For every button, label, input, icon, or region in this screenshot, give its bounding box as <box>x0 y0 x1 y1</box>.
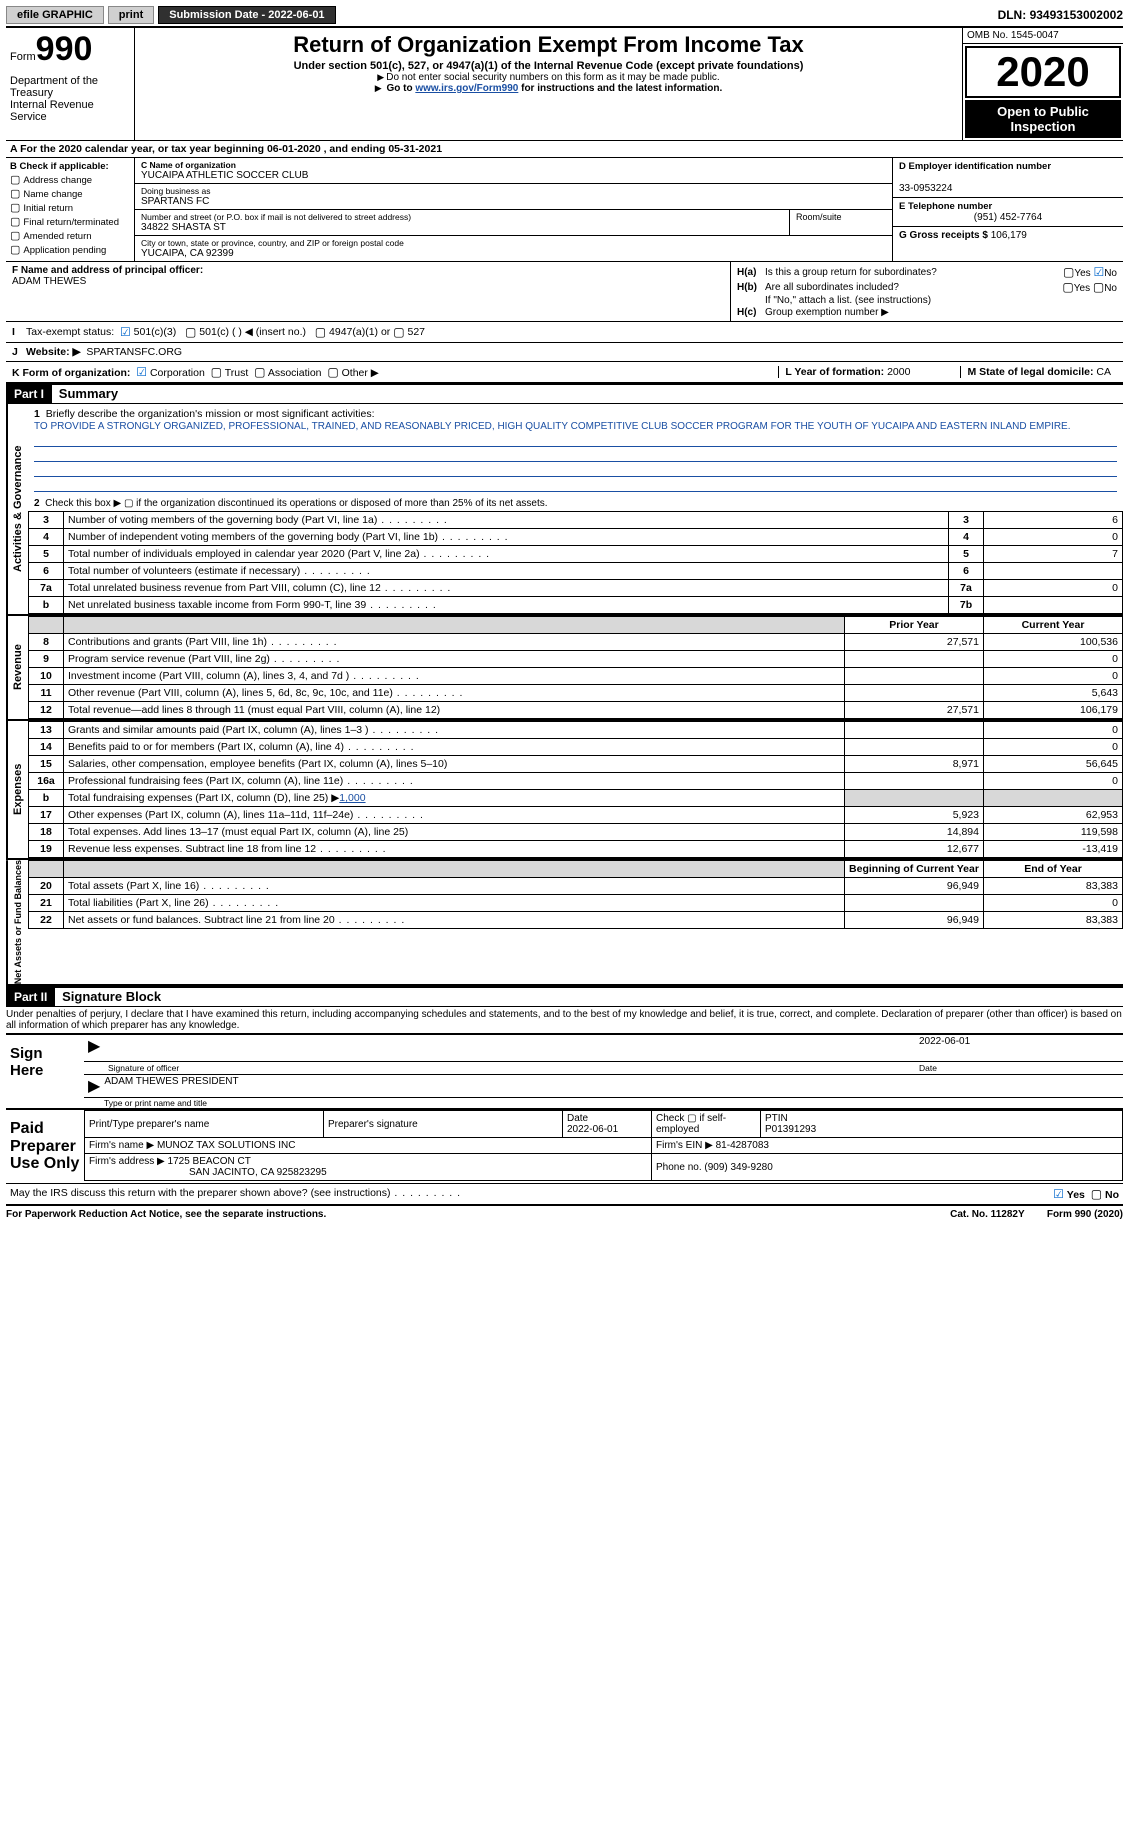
footer: For Paperwork Reduction Act Notice, see … <box>6 1206 1123 1220</box>
header-title: Return of Organization Exempt From Incom… <box>135 28 962 140</box>
tax-year: 2020 <box>965 46 1121 98</box>
fundraising-link[interactable]: 1,000 <box>339 792 365 804</box>
chk-4947[interactable] <box>315 325 326 339</box>
mission-text: TO PROVIDE A STRONGLY ORGANIZED, PROFESS… <box>34 421 1071 432</box>
col-c: C Name of organization YUCAIPA ATHLETIC … <box>135 158 892 261</box>
row-j: J Website: ▶ SPARTANSFC.ORG <box>6 343 1123 362</box>
section-governance: Activities & Governance 1 Briefly descri… <box>6 404 1123 616</box>
chk-assoc[interactable] <box>254 367 265 379</box>
section-revenue: Revenue Prior YearCurrent Year 8Contribu… <box>6 616 1123 721</box>
firm-name: MUNOZ TAX SOLUTIONS INC <box>157 1140 296 1151</box>
sign-here-block: Sign Here 2022-06-01 Signature of office… <box>6 1033 1123 1108</box>
declaration: Under penalties of perjury, I declare th… <box>6 1007 1123 1033</box>
chk-final[interactable]: Final return/terminated <box>10 215 130 228</box>
row-klm: K Form of organization: Corporation Trus… <box>6 362 1123 383</box>
gross-receipts: 106,179 <box>991 230 1027 241</box>
preparer-table: Print/Type preparer's name Preparer's si… <box>84 1110 1123 1181</box>
label-expenses: Expenses <box>6 721 28 858</box>
part2-header: Part II Signature Block <box>6 986 1123 1007</box>
block-bcd: B Check if applicable: Address change Na… <box>6 158 1123 262</box>
efile-badge: efile GRAPHIC <box>6 6 104 24</box>
section-netassets: Net Assets or Fund Balances Beginning of… <box>6 860 1123 986</box>
expenses-table: 13Grants and similar amounts paid (Part … <box>28 721 1123 858</box>
chk-501c3[interactable] <box>120 325 131 339</box>
hb-no[interactable] <box>1093 283 1104 294</box>
part1-header: Part I Summary <box>6 383 1123 404</box>
top-bar: efile GRAPHIC print Submission Date - 20… <box>6 6 1123 24</box>
label-governance: Activities & Governance <box>6 404 28 614</box>
discuss-yes[interactable] <box>1053 1189 1064 1201</box>
chk-initial[interactable]: Initial return <box>10 201 130 214</box>
header-left: Form990 Department of the Treasury Inter… <box>6 28 135 140</box>
telephone: (951) 452-7764 <box>899 212 1117 223</box>
col-f: F Name and address of principal officer:… <box>6 262 731 321</box>
org-name: YUCAIPA ATHLETIC SOCCER CLUB <box>141 170 886 181</box>
city-state-zip: YUCAIPA, CA 92399 <box>141 248 886 259</box>
officer-name: ADAM THEWES <box>12 276 724 287</box>
revenue-table: Prior YearCurrent Year 8Contributions an… <box>28 616 1123 719</box>
gov-table: 3Number of voting members of the governi… <box>28 511 1123 614</box>
discuss-no[interactable] <box>1091 1189 1102 1201</box>
label-revenue: Revenue <box>6 616 28 719</box>
form-header: Form990 Department of the Treasury Inter… <box>6 26 1123 140</box>
netassets-table: Beginning of Current YearEnd of Year 20T… <box>28 860 1123 929</box>
paid-preparer-block: Paid Preparer Use Only Print/Type prepar… <box>6 1108 1123 1183</box>
irs-link[interactable]: www.irs.gov/Form990 <box>415 83 518 94</box>
open-inspection: Open to Public Inspection <box>965 100 1121 138</box>
chk-corp[interactable] <box>136 367 147 379</box>
chk-name[interactable]: Name change <box>10 187 130 200</box>
row-i: I Tax-exempt status: 501(c)(3) 501(c) ( … <box>6 322 1123 343</box>
ha-no[interactable] <box>1093 268 1104 279</box>
street-address: 34822 SHASTA ST <box>141 222 783 233</box>
website: SPARTANSFC.ORG <box>86 346 182 358</box>
block-fh: F Name and address of principal officer:… <box>6 262 1123 322</box>
ein: 33-0953224 <box>899 183 1117 194</box>
chk-amended[interactable]: Amended return <box>10 229 130 242</box>
ha-yes[interactable] <box>1063 268 1074 279</box>
hb-yes[interactable] <box>1062 283 1073 294</box>
print-button[interactable]: print <box>108 6 154 24</box>
label-netassets: Net Assets or Fund Balances <box>6 860 28 984</box>
chk-address[interactable]: Address change <box>10 173 130 186</box>
section-expenses: Expenses 13Grants and similar amounts pa… <box>6 721 1123 860</box>
row-a-period: A For the 2020 calendar year, or tax yea… <box>6 140 1123 158</box>
chk-trust[interactable] <box>211 367 222 379</box>
chk-app-pending[interactable]: Application pending <box>10 243 130 256</box>
col-h: H(a) Is this a group return for subordin… <box>731 262 1123 321</box>
chk-other[interactable] <box>327 367 338 379</box>
discuss-row: May the IRS discuss this return with the… <box>6 1183 1123 1206</box>
dba-name: SPARTANS FC <box>141 196 886 207</box>
chk-527[interactable] <box>393 325 404 339</box>
col-b-checkboxes: B Check if applicable: Address change Na… <box>6 158 135 261</box>
signer-name: ADAM THEWES PRESIDENT <box>104 1076 238 1096</box>
dept-treasury: Department of the Treasury Internal Reve… <box>10 75 130 123</box>
mission: 1 Briefly describe the organization's mi… <box>28 404 1123 496</box>
submission-date: Submission Date - 2022-06-01 <box>158 6 335 24</box>
chk-501c[interactable] <box>185 325 196 339</box>
col-d: D Employer identification number 33-0953… <box>892 158 1123 261</box>
header-right: OMB No. 1545-0047 2020 Open to Public In… <box>962 28 1123 140</box>
dln: DLN: 93493153002002 <box>998 8 1123 22</box>
